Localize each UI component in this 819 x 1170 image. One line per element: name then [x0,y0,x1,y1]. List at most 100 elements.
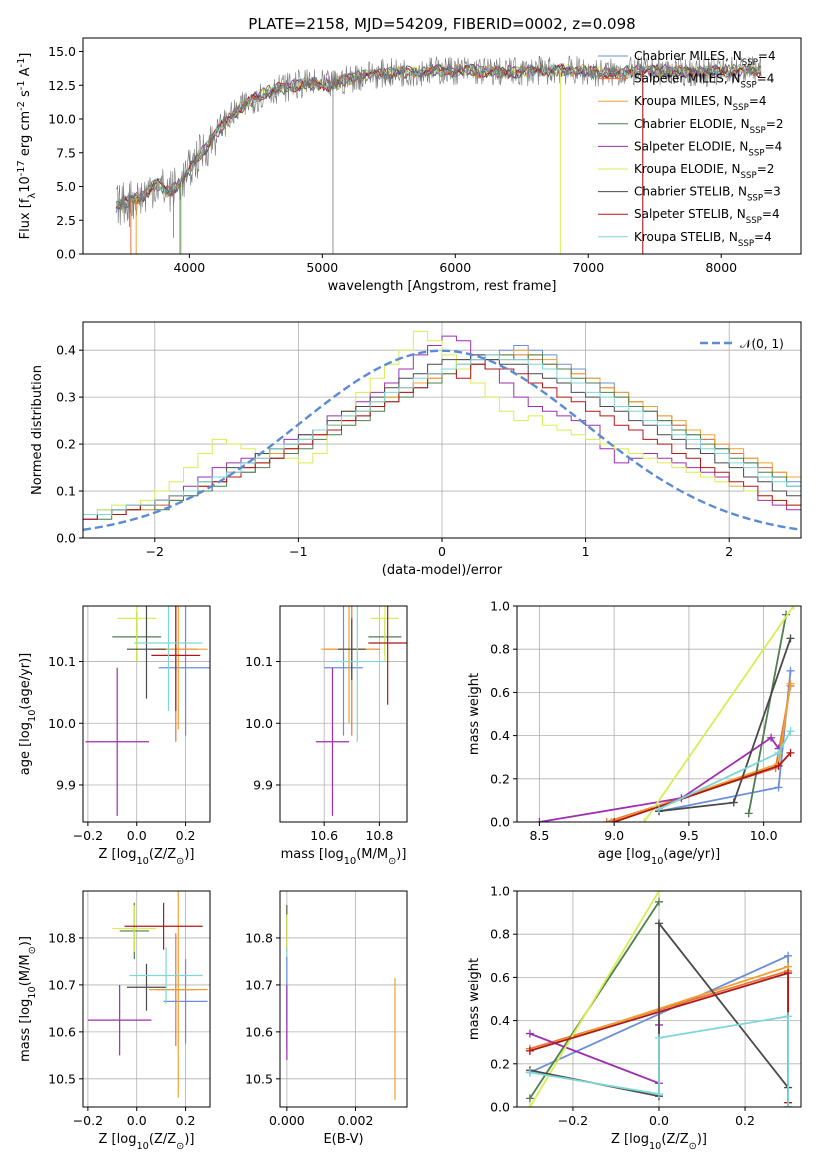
chart-weight-vs-age: 8.5 9.0 9.5 10.0 0.0 0.2 0.4 0.6 0.8 1.0 age [log1… [467,599,802,867]
y-tick-label: 0.4 [490,1013,510,1028]
x-tick-label: −0.2 [558,1113,588,1128]
y-tick-label: 10.7 [245,977,273,992]
weight-marker [784,969,793,978]
y-tick-label: 0.6 [490,685,510,700]
y-axis-label: Flux [fλ10-17 erg cm-2 s-1 A-1] [16,53,38,240]
errorbar-point [151,606,201,711]
weight-series [744,610,791,818]
x-axis-label: wavelength [Angstrom, rest frame] [328,279,557,294]
chart-spectrum: 4000 5000 6000 7000 8000 0.0 2.5 5.0 7.5 10.0 12.5… [16,15,802,294]
weight-series [640,606,798,822]
y-tick-label: 1.0 [490,599,510,614]
y-axis-label: age [log10(age/yr)] [18,653,38,776]
x-tick-label: 6000 [439,260,471,275]
y-tick-label: 10.1 [48,654,76,669]
weight-marker [640,818,649,822]
x-tick-label: 0.000 [269,1113,305,1128]
errorbar-point [315,667,350,816]
weight-marker [655,891,663,895]
weight-marker [535,818,544,822]
observed-spectrum-line [115,55,762,226]
chart-residuals: −2 −1 0 1 2 0.0 0.1 0.2 0.3 0.4 (data-model)/error… [30,321,802,578]
weight-marker [655,1090,663,1099]
chart-title: PLATE=2158, MJD=54209, FIBERID=0002, z=0… [248,15,635,33]
y-tick-label: 0.3 [56,390,76,405]
axes-frame [82,37,802,255]
x-tick-label: −2 [146,544,164,559]
legend-entry: Salpeter MILES, NSSP=4 [634,72,774,91]
errorbar-point [371,606,399,662]
weight-marker [729,798,738,807]
x-tick-label: 10.6 [310,828,338,843]
histogram-step [83,335,801,538]
x-tick-label: 5000 [306,260,338,275]
y-tick-label: 10.7 [48,977,76,992]
axes-frame [82,890,211,1108]
plot-area [286,905,396,1100]
legend-entry: Kroupa ELODIE, NSSP=2 [634,162,774,181]
weight-marker [655,1033,663,1042]
weight-marker [774,761,783,770]
legend-entry: Kroupa STELIB, NSSP=4 [634,230,772,249]
x-tick-label: 10.8 [365,828,393,843]
legend-entry: Chabrier STELIB, NSSP=3 [634,185,781,204]
y-tick-label: 0.0 [490,1100,510,1115]
weight-line [539,736,780,822]
weight-marker [786,727,795,736]
x-tick-label: 9.5 [679,828,699,843]
legend-entry: Kroupa MILES, NSSP=4 [634,94,767,113]
errorbar-point [329,606,385,742]
errorbar-point [134,606,203,711]
y-tick-label: 10.0 [245,716,273,731]
weight-line [606,685,792,822]
legend-entry: Chabrier MILES, NSSP=4 [634,49,776,68]
weight-marker [784,1103,793,1107]
y-axis-label: mass weight [467,673,482,755]
gaussian-curve [83,349,801,531]
x-axis-label: E(B-V) [323,1132,363,1147]
chart-age-vs-mass: 10.6 10.8 9.9 10.0 10.1 mass [log10(M/M⊙)] [245,605,408,867]
axes-frame [516,605,802,823]
x-axis-label: age [log10(age/yr)] [598,847,721,867]
x-axis-label: Z [log10(Z/Z⊙)] [99,1132,195,1152]
weight-marker [767,733,776,742]
weight-series [525,1012,793,1107]
y-tick-label: 9.9 [253,777,273,792]
plot-area [87,891,208,1098]
y-tick-label: 0.6 [490,970,510,985]
x-tick-label: 8000 [705,260,737,275]
weight-marker [655,805,663,814]
plot-area [115,55,762,254]
weight-series [607,679,795,822]
errorbar-point [126,606,167,699]
errorbar-point [126,963,167,1011]
x-tick-label: 0.2 [735,1113,755,1128]
y-tick-label: 0.8 [490,642,510,657]
weight-marker [786,748,795,757]
x-tick-label: 0.2 [176,1113,196,1128]
y-tick-label: 0.8 [490,927,510,942]
weight-series [525,891,663,1107]
histogram-step [83,354,801,538]
weight-line [529,891,660,1107]
y-tick-label: 0.2 [490,771,510,786]
y-tick-label: 5.0 [56,179,76,194]
x-axis-label: Z [log10(Z/Z⊙)] [611,1132,707,1152]
legend-entry: Salpeter ELODIE, NSSP=4 [634,139,782,158]
chart-weight-vs-Z: −0.2 0.0 0.2 0.0 0.2 0.4 0.6 0.8 1.0 Z [log10(Z/Z… [467,884,802,1152]
errorbar-point [324,606,363,736]
weight-marker [525,1103,534,1107]
x-tick-label: 8.5 [529,828,549,843]
x-tick-label: 10.0 [750,828,778,843]
plot-area [315,606,407,816]
axes-frame [279,890,408,1108]
weight-marker [789,606,798,610]
x-tick-label: −0.2 [73,1113,103,1128]
weight-marker [602,818,611,822]
errorbar-point [112,905,157,953]
y-tick-label: 0.2 [490,1056,510,1071]
weight-line [658,638,792,813]
y-tick-label: 0.2 [56,437,76,452]
y-tick-label: 10.0 [48,112,76,127]
weight-marker [607,818,616,822]
